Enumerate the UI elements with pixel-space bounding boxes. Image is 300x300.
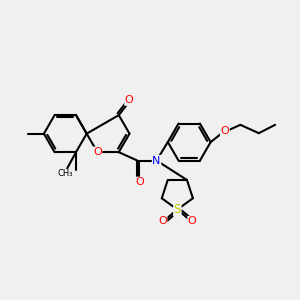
- Text: S: S: [174, 203, 181, 216]
- Text: O: O: [220, 126, 229, 136]
- Text: O: O: [93, 147, 102, 157]
- Text: O: O: [125, 95, 134, 105]
- Text: N: N: [152, 155, 161, 166]
- Text: O: O: [158, 216, 167, 226]
- Text: O: O: [135, 177, 144, 187]
- Text: CH₃: CH₃: [58, 169, 73, 178]
- Text: O: O: [188, 216, 197, 226]
